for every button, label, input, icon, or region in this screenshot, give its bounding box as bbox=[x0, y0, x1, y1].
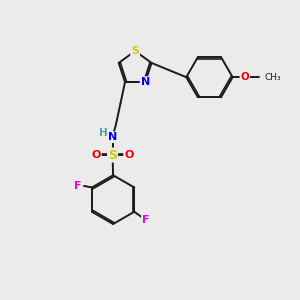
Text: O: O bbox=[240, 72, 249, 82]
Text: H: H bbox=[99, 128, 107, 138]
Text: N: N bbox=[141, 77, 150, 87]
Text: F: F bbox=[74, 181, 82, 191]
Text: CH₃: CH₃ bbox=[265, 73, 281, 82]
Text: O: O bbox=[124, 150, 134, 160]
Text: S: S bbox=[131, 46, 139, 56]
Text: F: F bbox=[142, 214, 150, 224]
Text: N: N bbox=[108, 132, 117, 142]
Text: S: S bbox=[108, 148, 117, 161]
Text: O: O bbox=[92, 150, 101, 160]
